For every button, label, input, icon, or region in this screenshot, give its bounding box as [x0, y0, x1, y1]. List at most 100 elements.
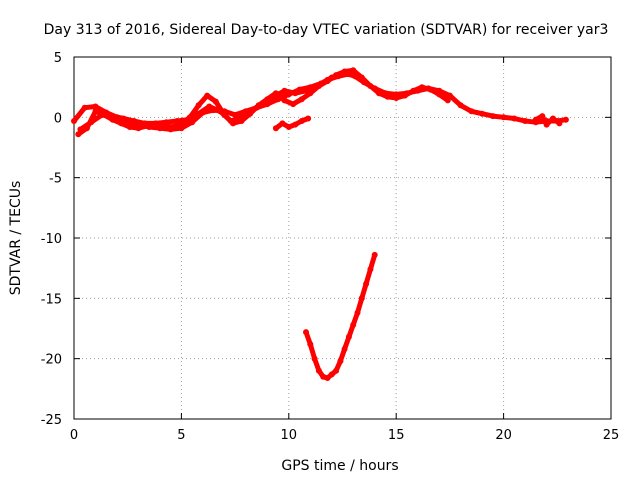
data-point — [479, 110, 486, 117]
grid — [74, 57, 611, 419]
data-point — [290, 101, 297, 108]
data-point — [341, 346, 348, 352]
data-point — [131, 118, 138, 124]
data-point — [184, 116, 191, 123]
data-point — [401, 92, 408, 99]
x-tick-label: 10 — [281, 428, 298, 443]
data-point — [238, 114, 245, 121]
data-point — [313, 83, 320, 89]
data-point — [163, 119, 170, 126]
x-tick-label: 15 — [388, 428, 405, 443]
data-point — [345, 333, 352, 340]
data-point — [77, 126, 84, 133]
data-point — [204, 92, 211, 99]
y-tick-label: 0 — [54, 111, 62, 126]
data-point — [118, 120, 125, 127]
data-point — [71, 118, 77, 124]
y-tick-label: -5 — [49, 172, 62, 187]
data-point — [410, 87, 417, 94]
data-point — [292, 90, 299, 97]
data-point — [444, 97, 451, 104]
data-point — [141, 120, 148, 127]
data-point — [384, 93, 391, 100]
data-point — [350, 67, 357, 74]
data-point — [315, 367, 322, 374]
data-point — [109, 113, 116, 120]
data-point — [303, 329, 309, 336]
data-point — [92, 108, 99, 115]
data-point — [376, 90, 382, 97]
data-point — [174, 118, 181, 124]
data-point — [303, 87, 309, 94]
data-point — [419, 84, 425, 91]
y-tick-label: 5 — [54, 51, 62, 66]
data-point — [281, 87, 288, 94]
data-point — [272, 125, 279, 132]
data-point — [260, 99, 266, 106]
data-point — [539, 113, 546, 120]
data-point — [328, 371, 335, 378]
x-tick-label: 20 — [495, 428, 512, 443]
series-track-c — [77, 70, 363, 133]
data-point — [298, 96, 305, 103]
data-point — [126, 124, 133, 130]
data-point — [345, 70, 352, 77]
data-point — [195, 110, 202, 117]
data-point — [75, 131, 82, 138]
data-point — [436, 91, 443, 98]
data-point — [212, 98, 219, 105]
data-series — [71, 67, 569, 381]
x-axis-label: GPS time / hours — [281, 458, 398, 474]
data-point — [324, 76, 331, 83]
data-point — [307, 341, 314, 348]
data-point — [393, 95, 400, 101]
data-point — [81, 104, 88, 111]
data-point — [489, 113, 496, 120]
data-point — [500, 114, 507, 121]
data-point — [281, 97, 288, 104]
series-track-e — [303, 251, 378, 381]
data-point — [468, 108, 475, 115]
data-point — [367, 266, 374, 273]
data-point — [227, 118, 234, 124]
data-point — [152, 120, 159, 127]
data-point — [169, 124, 176, 130]
x-tick-label: 25 — [603, 428, 620, 443]
data-point — [333, 367, 340, 374]
y-tick-label: -20 — [41, 353, 62, 368]
data-point — [298, 118, 305, 124]
data-point — [522, 118, 529, 124]
x-tick-label: 0 — [70, 428, 78, 443]
y-axis-label: SDTVAR / TECUs — [8, 181, 24, 296]
data-point — [335, 73, 342, 80]
x-tick-label: 5 — [177, 428, 185, 443]
data-point — [292, 121, 299, 128]
series-track-d — [272, 115, 312, 132]
data-point — [337, 358, 344, 365]
data-point — [367, 83, 374, 89]
data-point — [88, 119, 95, 126]
data-point — [363, 280, 370, 287]
data-point — [217, 108, 224, 115]
data-point — [350, 321, 357, 328]
y-tick-label: -25 — [41, 413, 62, 428]
data-point — [543, 121, 550, 128]
y-tick-label: -15 — [41, 292, 62, 307]
data-point — [206, 103, 213, 110]
data-point — [550, 115, 556, 122]
data-point — [270, 93, 277, 100]
data-point — [249, 107, 256, 114]
data-point — [285, 124, 292, 130]
y-tick-label: -10 — [41, 232, 62, 247]
series-track-f — [532, 113, 563, 128]
axis-ticks: 0 5 10 15 20 25 -25 -20 -15 -10 -5 0 5 — [41, 51, 620, 443]
data-point — [511, 115, 518, 122]
data-point — [556, 120, 563, 127]
data-point — [135, 125, 142, 132]
data-point — [354, 309, 361, 316]
chart-title: Day 313 of 2016, Sidereal Day-to-day VTE… — [44, 22, 609, 38]
data-point — [427, 86, 434, 93]
data-point — [279, 120, 286, 127]
data-point — [356, 75, 363, 82]
